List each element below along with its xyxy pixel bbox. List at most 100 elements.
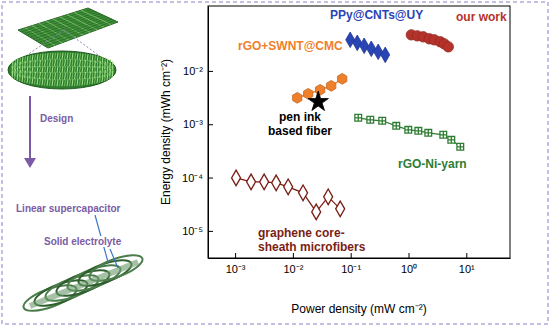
- bristle: [90, 77, 91, 84]
- zoom-view: [8, 51, 116, 89]
- x-tick-label: 10⁻¹: [341, 263, 361, 275]
- x-tick: 10⁻²: [283, 253, 303, 275]
- bristle: [50, 60, 51, 67]
- series-label: rGO+SWNT@CMC: [238, 39, 343, 53]
- data-point: [247, 174, 256, 190]
- data-point: [425, 129, 432, 136]
- bristle: [80, 79, 81, 86]
- bristle: [75, 79, 76, 86]
- annotation-background: [39, 113, 74, 124]
- bristle: [95, 77, 96, 84]
- bristle: [20, 74, 21, 81]
- bristle: [82, 78, 83, 85]
- bristle: [40, 54, 41, 61]
- textile-thread: [42, 19, 112, 44]
- annotation: Solid electrolyte: [44, 236, 122, 247]
- x-axis-line: [209, 258, 511, 259]
- bristle: [57, 53, 58, 60]
- bristle: [72, 79, 73, 86]
- bristle: [45, 72, 46, 79]
- bristle: [50, 79, 51, 86]
- series-label-line: pen ink: [279, 110, 321, 124]
- x-tick: 10⁻³: [226, 253, 246, 275]
- bristle: [40, 66, 41, 73]
- bristle: [45, 79, 46, 86]
- bristle: [52, 59, 53, 66]
- data-point: [355, 114, 362, 121]
- y-tick-label: 10⁻⁴: [182, 172, 203, 184]
- bristle: [65, 66, 66, 73]
- bristle: [67, 73, 68, 80]
- bristle: [57, 79, 58, 86]
- bristle: [15, 72, 16, 79]
- series-label-line: sheath microfibers: [258, 240, 366, 254]
- bristle: [42, 78, 43, 85]
- data-point: [367, 116, 374, 123]
- bristle: [70, 79, 71, 86]
- bristle: [72, 59, 73, 66]
- bristle: [65, 53, 66, 60]
- bristle: [60, 79, 61, 86]
- bristle: [72, 53, 73, 60]
- bristle: [42, 60, 43, 67]
- data-point: [381, 47, 390, 63]
- data-point: [405, 126, 412, 133]
- bristle: [57, 73, 58, 80]
- figure-border: [2, 2, 548, 324]
- textile-thread: [74, 12, 104, 27]
- bristle: [102, 75, 103, 82]
- bristle: [27, 76, 28, 83]
- bristle: [85, 72, 86, 79]
- bristle: [60, 59, 61, 66]
- x-axis-title: Power density (mW cm⁻²): [291, 302, 426, 316]
- series-label: pen inkbased fiber: [268, 110, 332, 138]
- y-tick-mark: [208, 71, 213, 72]
- bristle: [80, 60, 81, 67]
- bristle: [85, 78, 86, 85]
- y-tick-mark: [208, 124, 213, 125]
- x-tick-label: 10¹: [459, 263, 475, 275]
- annotation: Design: [40, 113, 73, 124]
- bristle: [22, 75, 23, 82]
- bristle: [75, 66, 76, 73]
- series-label-line: our work: [456, 10, 507, 24]
- data-point: [360, 38, 369, 54]
- data-point: [232, 170, 241, 186]
- data-point: [272, 175, 281, 191]
- textile-thread: [81, 10, 111, 24]
- bristle: [50, 72, 51, 79]
- y-tick: 10⁻⁵: [182, 225, 213, 237]
- bristle: [85, 66, 86, 73]
- bristle: [82, 60, 83, 67]
- bristle: [60, 66, 61, 73]
- bristle: [62, 73, 63, 80]
- data-point: [440, 131, 447, 138]
- y-tick: 10⁻³: [183, 118, 213, 130]
- bristle: [77, 79, 78, 86]
- bristle: [70, 53, 71, 60]
- bristle: [70, 66, 71, 73]
- design-arrow: [29, 96, 31, 160]
- x-axis: 10⁻³10⁻²10⁻¹10⁰10¹: [209, 253, 511, 275]
- bristle: [97, 76, 98, 83]
- series-label-line: PPy@CNTs@UY: [330, 8, 423, 22]
- data-point: [393, 122, 400, 129]
- bristle: [50, 66, 51, 73]
- y-tick: 10⁻⁴: [182, 172, 213, 184]
- data-point: [415, 127, 422, 134]
- label-pointer: [110, 249, 118, 268]
- textile-thread: [33, 15, 103, 39]
- bristle: [42, 54, 43, 61]
- bristle: [42, 72, 43, 79]
- series-label-line: based fiber: [268, 124, 332, 138]
- bristle: [82, 54, 83, 61]
- bristle: [80, 72, 81, 79]
- bristle: [40, 78, 41, 85]
- data-point: [374, 44, 383, 60]
- bristle: [85, 60, 86, 67]
- bristle: [52, 66, 53, 73]
- bristle: [35, 77, 36, 84]
- data-point: [299, 185, 308, 201]
- data-point: [260, 174, 269, 190]
- annotation-background: [15, 203, 122, 214]
